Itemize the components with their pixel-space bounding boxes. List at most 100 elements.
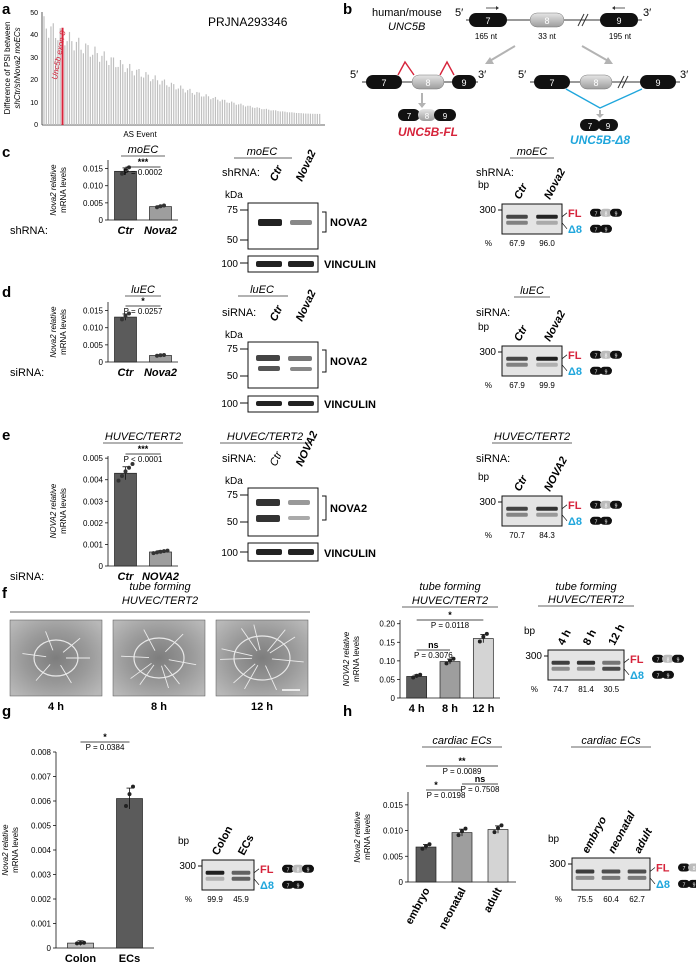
tube-branch (139, 664, 155, 686)
gel-title: cardiac ECs (581, 735, 641, 747)
p-value: P = 0.0257 (124, 307, 163, 316)
tube-branch (161, 665, 169, 689)
gel-box (547, 649, 625, 681)
y-tick-label: 0.010 (383, 827, 404, 836)
psi-value: 70.7 (509, 531, 525, 540)
fl-exon-glyph-label: 9 (615, 503, 618, 509)
tube-forming-image (215, 619, 309, 697)
y-axis-label-2: mRNA levels (363, 814, 372, 860)
gel-lane-label: embryo (580, 814, 609, 855)
d8-label: Δ8 (568, 366, 582, 378)
data-point (444, 661, 449, 666)
gel-lane-label: 4 h (556, 627, 574, 647)
panel-d-western-title: luEC (250, 284, 274, 296)
gel-bp-label: bp (478, 472, 490, 483)
y-tick-label: 0.015 (83, 165, 104, 174)
tube-branch (168, 659, 197, 666)
data-point (414, 673, 419, 678)
fl-exon-glyph-label: 7 (287, 867, 290, 873)
fl-exon-glyph-label: 8 (605, 353, 608, 359)
fl-label: FL (260, 864, 274, 876)
panel-d-bar-chart: 0.015 0.010 0.005 0 Nova2 relative mRNA level… (10, 284, 178, 379)
bar (487, 829, 509, 883)
data-point (75, 941, 79, 946)
exon-9-top (600, 13, 638, 27)
panel-d-nova2-label: NOVA2 (330, 356, 367, 368)
y-tick-label: 0.003 (31, 871, 52, 880)
data-point (456, 833, 461, 838)
fl-exon-glyph-label: 7 (595, 353, 598, 359)
gel-lane-label: Colon (210, 824, 235, 857)
time-label: 12 h (251, 701, 273, 713)
fl-label: FL (630, 654, 644, 666)
fl-band (601, 869, 621, 874)
panel-a-ylabel-2: shCtr/shNova2 moECs (13, 27, 22, 108)
gel-lane-label: 8 h (581, 627, 599, 647)
gel-title: HUVEC/TERT2 (548, 594, 624, 606)
panel-label-c: c (2, 144, 10, 161)
gel-box (201, 859, 255, 891)
d8-exon-glyph-label: 9 (605, 369, 608, 375)
category-label: 12 h (472, 703, 494, 715)
gel-300bp: 300 (525, 651, 542, 662)
five-prime-top: 5′ (455, 7, 463, 19)
panel-e-kda75: 75 (227, 490, 239, 501)
d8-band (602, 666, 621, 671)
data-point (120, 474, 124, 479)
d8-exon-glyph-label: 7 (595, 227, 598, 233)
gel-box (501, 495, 563, 527)
fl-exon-glyph (590, 500, 602, 509)
gel-title: luEC (520, 285, 544, 297)
gel-300bp: 300 (479, 205, 496, 216)
fl-band (551, 660, 570, 665)
panel-c-kda75: 75 (227, 205, 239, 216)
gel-bp-label: bp (478, 180, 490, 191)
panel-d-kda75: 75 (227, 344, 239, 355)
panel-f-microscopy: tube forming HUVEC/TERT2 4 h 8 h 12 h (9, 581, 310, 713)
gene-species-label: human/mouse (372, 7, 442, 19)
d8-exon-glyph (652, 670, 664, 679)
exon-8-top (529, 12, 565, 28)
y-axis-label: NOVA2 relative (342, 631, 351, 686)
gel-300bp: 300 (179, 861, 196, 872)
exon-9-right: 9 (655, 78, 660, 88)
significance-marker: * (448, 610, 452, 620)
p-value: P = 0.0198 (427, 791, 466, 800)
fl-exon-glyph (590, 350, 602, 359)
psi-value: 30.5 (604, 685, 620, 694)
gel-condition: shRNA: (476, 167, 514, 179)
psi-value: 67.9 (509, 381, 525, 390)
gel-300bp: 300 (479, 497, 496, 508)
category-label: neonatal (437, 886, 469, 932)
y-tick-label: 0.10 (379, 657, 395, 666)
fl-band (536, 356, 558, 361)
significance-marker: * (103, 732, 107, 742)
data-point (499, 823, 504, 828)
time-label: 8 h (151, 701, 167, 713)
data-point (463, 826, 468, 831)
tube-branch (22, 653, 47, 658)
panel-c-vinculin-label: VINCULIN (324, 259, 376, 271)
tube-branch (267, 629, 286, 652)
p-value: P = 0.0002 (124, 168, 163, 177)
d8-exon-glyph-label: 9 (297, 883, 300, 889)
tube-network (133, 637, 185, 679)
significance-marker: ** (458, 756, 466, 766)
fl-band (575, 869, 595, 874)
panel-d-vinculin-label: VINCULIN (324, 399, 376, 411)
fl-exon-glyph-label: 8 (605, 211, 608, 217)
y-tick-label: 0 (99, 216, 104, 225)
fl-exon-glyph-label: 7 (595, 211, 598, 217)
data-point (424, 843, 428, 848)
d8-exon-glyph-label: 7 (683, 882, 686, 888)
fl-exon-glyph-label: 8 (693, 866, 696, 872)
chart-title: cardiac ECs (432, 735, 492, 747)
fl-label: FL (568, 208, 582, 220)
bar (415, 846, 437, 883)
d8-label: Δ8 (630, 670, 644, 682)
panel-c-kda: kDa (225, 190, 243, 201)
fl-exon-glyph (610, 208, 622, 217)
data-point (158, 204, 163, 209)
fl-band (536, 506, 558, 511)
data-point (127, 165, 131, 170)
